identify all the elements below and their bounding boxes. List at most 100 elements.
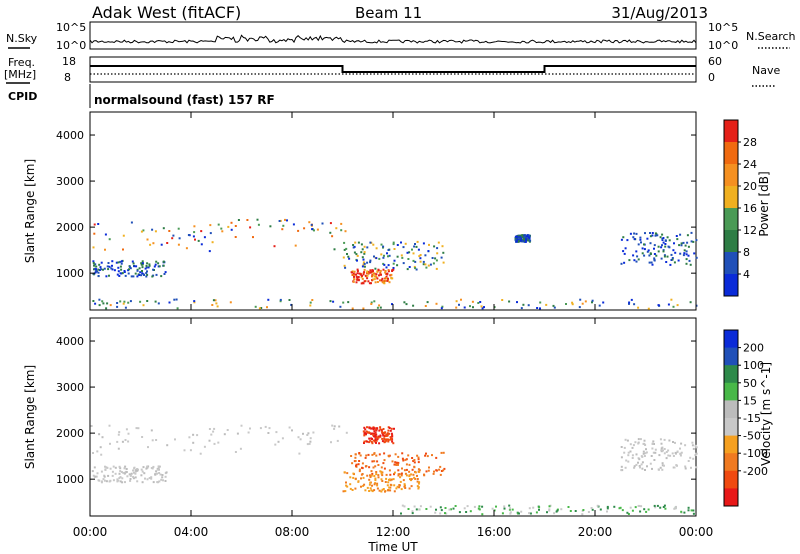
- data-point: [412, 304, 415, 307]
- data-point: [644, 232, 646, 235]
- data-point: [132, 275, 135, 278]
- data-point: [395, 464, 398, 466]
- data-point: [172, 234, 175, 237]
- nsearch-label: N.Search: [746, 30, 796, 43]
- data-point: [345, 247, 348, 250]
- data-point: [375, 427, 378, 430]
- data-point: [382, 488, 385, 490]
- data-point: [635, 232, 638, 235]
- data-point: [380, 279, 383, 282]
- data-point: [363, 252, 366, 255]
- data-point: [135, 265, 138, 268]
- data-point: [669, 263, 672, 266]
- data-point: [638, 465, 641, 467]
- data-point: [93, 466, 96, 469]
- data-point: [394, 453, 397, 456]
- data-point: [388, 455, 390, 458]
- data-point: [412, 259, 415, 262]
- data-point: [663, 254, 666, 257]
- data-point: [442, 251, 445, 254]
- data-point: [107, 268, 110, 271]
- data-point: [183, 449, 186, 452]
- data-point: [144, 477, 146, 480]
- data-point: [508, 504, 511, 507]
- data-point: [403, 505, 406, 508]
- data-point: [627, 513, 630, 515]
- data-point: [259, 427, 262, 430]
- data-point: [168, 230, 171, 232]
- data-point: [368, 426, 371, 429]
- data-point: [349, 487, 352, 490]
- data-point: [150, 476, 153, 479]
- data-point: [405, 468, 408, 471]
- data-point: [385, 439, 388, 442]
- data-point: [130, 275, 133, 278]
- data-point: [306, 443, 309, 446]
- data-point: [657, 468, 660, 471]
- data-point: [135, 427, 138, 430]
- data-point: [679, 233, 682, 236]
- data-point: [96, 472, 99, 475]
- data-point: [433, 245, 436, 248]
- data-point: [368, 441, 371, 444]
- data-point: [302, 432, 304, 435]
- data-point: [381, 480, 384, 482]
- data-point: [299, 438, 302, 441]
- data-point: [384, 490, 386, 493]
- data-point: [653, 504, 656, 507]
- data-point: [129, 474, 132, 477]
- data-point: [397, 461, 400, 464]
- data-point: [203, 236, 206, 239]
- data-point: [292, 223, 295, 226]
- data-point: [425, 508, 428, 510]
- data-point: [385, 272, 388, 275]
- data-point: [668, 439, 671, 442]
- nsearch-tick-bottom: 10^0: [708, 39, 738, 52]
- data-point: [141, 262, 144, 265]
- data-point: [656, 234, 659, 237]
- data-point: [226, 429, 229, 431]
- data-point: [227, 225, 230, 228]
- data-point: [662, 237, 665, 239]
- data-point: [374, 434, 377, 437]
- data-point: [647, 307, 650, 310]
- colorbar-tick-label: 15: [743, 394, 757, 407]
- data-point: [92, 300, 95, 302]
- power-panel: 1000 2000 3000 4000 Slant Range [km] 28 24 20…: [23, 111, 771, 311]
- data-point: [177, 243, 180, 246]
- data-point: [380, 478, 383, 481]
- data-point: [680, 442, 683, 445]
- data-point: [631, 457, 634, 459]
- data-point: [140, 262, 143, 265]
- data-point: [402, 459, 405, 462]
- data-point: [472, 306, 474, 309]
- data-point: [411, 248, 413, 251]
- data-point: [368, 490, 371, 492]
- data-point: [153, 265, 156, 268]
- data-point: [644, 469, 646, 471]
- velocity-frame: [89, 317, 697, 517]
- data-point: [679, 447, 681, 450]
- data-point: [234, 451, 237, 453]
- data-point: [514, 239, 517, 242]
- data-point: [309, 301, 312, 304]
- data-point: [363, 271, 366, 274]
- data-point: [374, 428, 377, 431]
- data-point: [620, 262, 623, 265]
- data-point: [353, 275, 355, 278]
- data-point: [388, 478, 390, 481]
- data-point: [401, 452, 404, 455]
- data-point: [674, 441, 676, 444]
- data-point: [692, 457, 695, 460]
- data-point: [392, 243, 395, 246]
- data-point: [686, 234, 689, 237]
- data-point: [479, 301, 482, 303]
- data-point: [400, 241, 402, 244]
- data-point: [362, 272, 365, 275]
- data-point: [602, 301, 605, 304]
- data-point: [413, 461, 416, 464]
- data-point: [635, 260, 638, 263]
- nsky-label: N.Sky: [6, 32, 38, 45]
- data-point: [281, 437, 284, 440]
- data-point: [141, 260, 144, 263]
